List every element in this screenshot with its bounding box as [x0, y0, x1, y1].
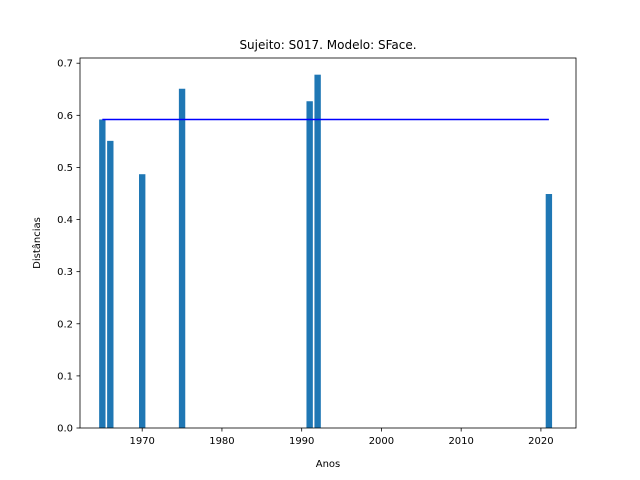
- x-tick-label: 1980: [209, 436, 234, 447]
- x-tick-label: 2020: [528, 436, 553, 447]
- x-tick-label: 1970: [129, 436, 154, 447]
- bar-1992: [314, 74, 321, 429]
- y-tick-label: 0.0: [57, 424, 73, 435]
- y-axis-label: Distâncias: [31, 217, 43, 269]
- axes: 1970 1980 1990 2000 2010 2020 0.0 0.1 0.2 0.3 0.4 0…: [57, 57, 577, 447]
- plot-frame: [79, 57, 577, 429]
- y-tick-label: 0.2: [57, 319, 73, 330]
- bar-1991: [306, 101, 313, 428]
- bar-1965: [99, 119, 106, 429]
- y-tick-label: 0.7: [57, 59, 73, 70]
- y-tick-label: 0.4: [57, 215, 73, 226]
- bars-layer: [99, 74, 553, 429]
- y-tick-label: 0.1: [57, 371, 73, 382]
- bar-1966: [107, 140, 114, 429]
- bar-1970: [139, 174, 146, 428]
- bar-2021: [545, 194, 553, 428]
- chart-title: Sujeito: S017. Modelo: SFace.: [239, 38, 416, 52]
- y-tick-label: 0.3: [57, 267, 73, 278]
- x-tick-label: 1990: [289, 436, 314, 447]
- bar-1975: [178, 88, 186, 428]
- x-axis-label: Anos: [316, 459, 341, 470]
- x-tick-label: 2000: [369, 436, 394, 447]
- y-tick-label: 0.6: [57, 111, 73, 122]
- y-tick-label: 0.5: [57, 163, 73, 174]
- x-tick-label: 2010: [448, 436, 473, 447]
